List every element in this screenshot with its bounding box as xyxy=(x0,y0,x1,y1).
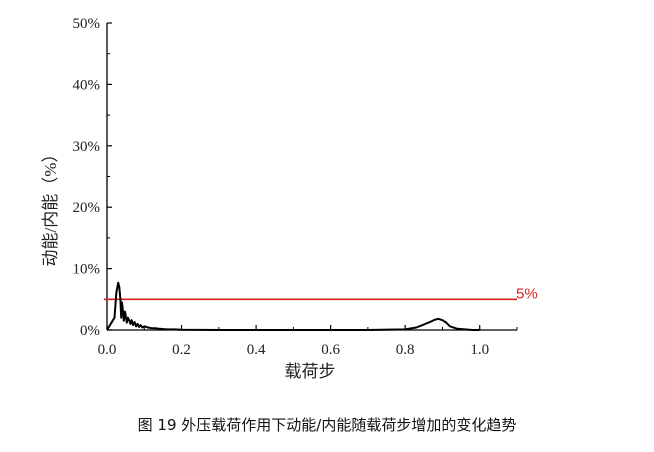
axes: 0% 10% 20% 30% 40% 50% 0.0 0.2 0.4 0.6 0.8 1.0 xyxy=(73,16,518,358)
series-line-0 xyxy=(106,281,480,331)
x-tick-label: 0.6 xyxy=(321,342,340,358)
y-axis-label: 动能/内能（%） xyxy=(41,146,60,267)
y-tick-label: 0% xyxy=(80,323,100,339)
x-tick-label: 0.4 xyxy=(247,342,266,358)
x-tick-label: 0.2 xyxy=(172,342,191,358)
x-tick-label: 0.0 xyxy=(98,342,117,358)
threshold-layer: 5% xyxy=(104,285,538,302)
y-tick-label: 10% xyxy=(73,262,101,278)
x-axis-label: 载荷步 xyxy=(285,362,336,381)
threshold-label: 5% xyxy=(516,285,538,302)
series-layer xyxy=(106,281,480,331)
y-tick-label: 50% xyxy=(73,16,101,32)
y-tick-label: 40% xyxy=(73,77,101,93)
x-tick-label: 1.0 xyxy=(470,342,489,358)
x-tick-label: 0.8 xyxy=(396,342,415,358)
y-tick-label: 20% xyxy=(73,200,101,216)
y-tick-label: 30% xyxy=(73,139,101,155)
figure-caption: 图 19 外压载荷作用下动能/内能随载荷步增加的变化趋势 xyxy=(137,416,517,434)
